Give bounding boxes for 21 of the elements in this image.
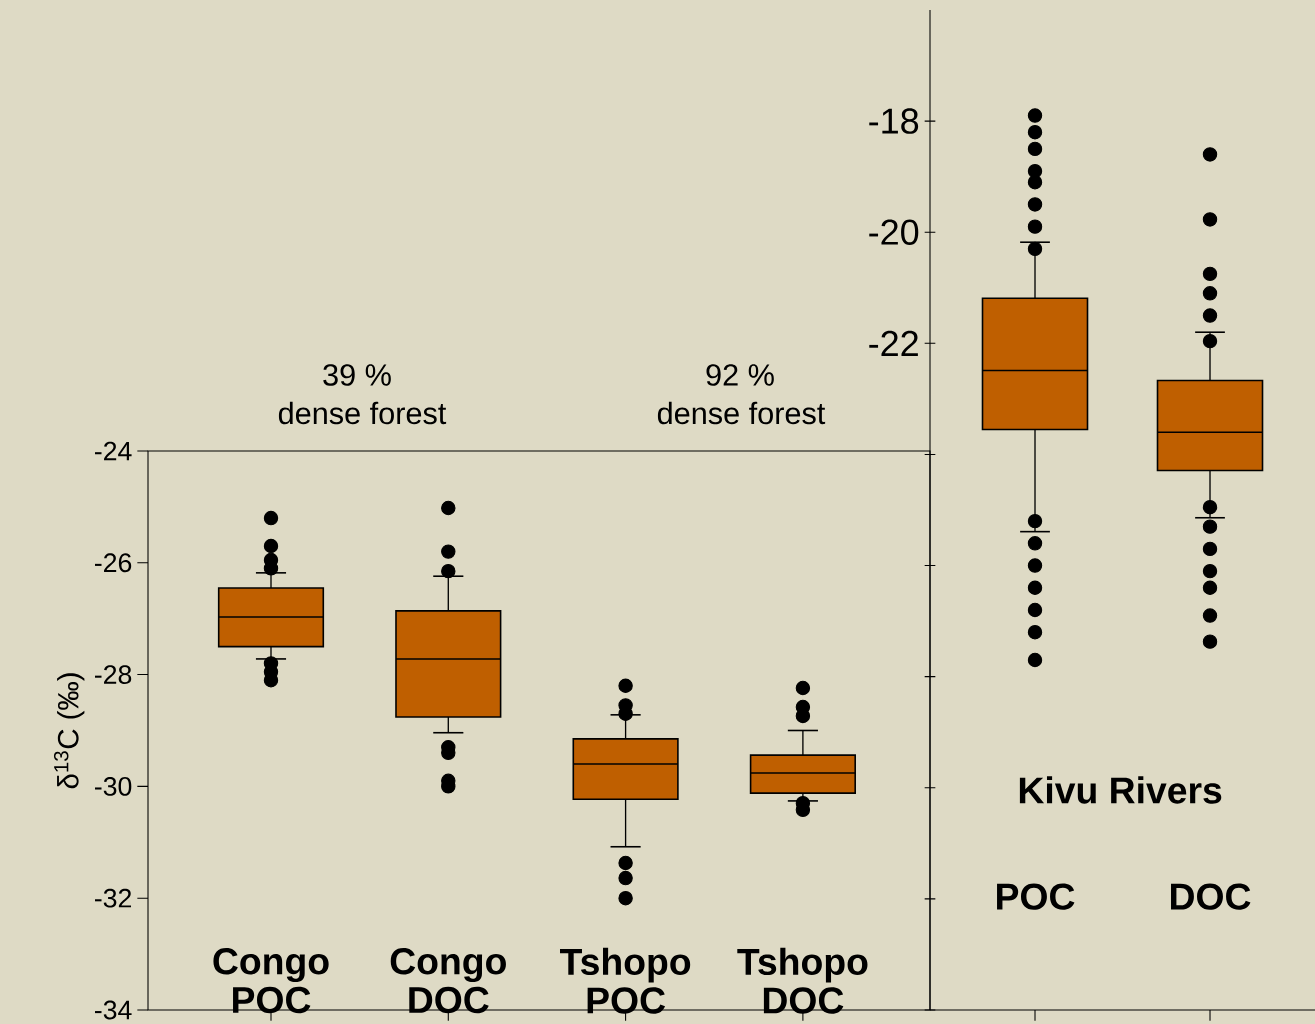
y-axis-title: δ$^{13}$C (‰) [53,673,85,789]
text: Kivu Rivers [1019,776,1222,804]
y-tick-label: -24 [95,441,132,461]
x-tick-label: DOC [1171,883,1251,910]
y-tick-label: -34 [95,1000,132,1020]
y-tick-label: -18 [869,108,919,134]
x-tick-label: POC [997,883,1075,910]
x-tick-label: Congo POC [213,948,329,1014]
text: dense forest [657,401,826,425]
y-tick-label: -28 [95,665,132,685]
y-tick-label: -26 [95,553,132,573]
y-tick-label: -20 [869,219,919,245]
y-tick-label: -22 [869,330,918,356]
x-tick-label: Tshopo POC [560,947,691,1014]
text: 92 % [706,364,774,386]
y-tick-label: -32 [95,888,132,908]
y-tick-label: -30 [95,776,132,796]
x-tick-label: Congo DOC [390,948,506,1014]
text: dense forest [278,401,447,425]
text: 39 % [323,364,391,386]
x-tick-label: Tshopo DOC [737,947,868,1014]
